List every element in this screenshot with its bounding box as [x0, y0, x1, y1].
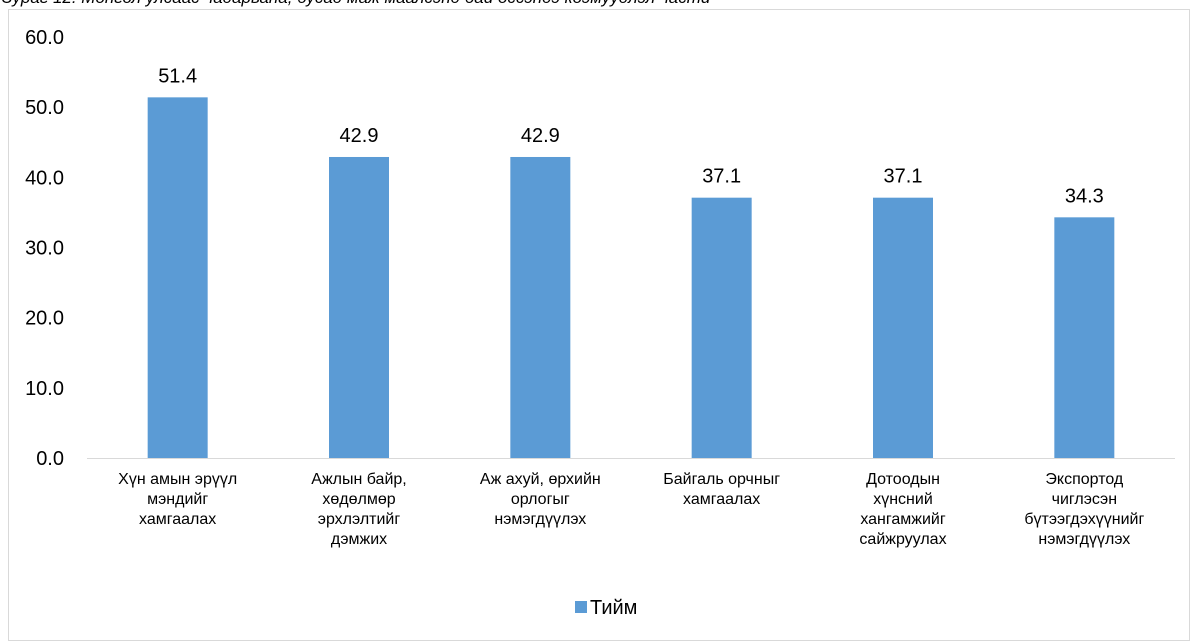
x-category-label-line: Хүн амын эрүүл: [118, 471, 237, 488]
x-category-label-line: сайжруулах: [859, 531, 946, 548]
x-category-label-line: хөдөлмөр: [322, 491, 395, 508]
y-tick-label: 10.0: [25, 378, 64, 400]
x-category-label-line: мэндийг: [147, 491, 208, 508]
data-label: 37.1: [884, 166, 923, 188]
x-category-label-line: нэмэгдүүлэх: [1038, 531, 1130, 548]
x-category-label-line: дэмжих: [331, 531, 387, 548]
y-tick-label: 20.0: [25, 308, 64, 330]
data-label: 42.9: [521, 125, 560, 147]
bar: [691, 197, 752, 458]
x-category-label-line: хангамжийг: [860, 511, 946, 528]
x-category-label-line: хамгаалах: [139, 511, 216, 528]
legend-label: Тийм: [590, 597, 637, 619]
x-category-label-line: орлогыг: [511, 491, 570, 508]
x-category-label-line: хүнсний: [873, 491, 933, 508]
x-category-label-line: Ажлын байр,: [311, 471, 406, 488]
x-category-label: Аж ахуй, өрхийн орлогыг нэмэгдүүлэх: [480, 471, 601, 528]
x-category-label-line: эрхлэлтийг: [318, 511, 401, 528]
x-category-label: Экспортод чиглэсэн бүтээгдэхүүнийг нэмэгдүү…: [1024, 471, 1144, 548]
x-category-label-line: Экспортод: [1045, 471, 1123, 488]
data-label: 37.1: [702, 166, 741, 188]
x-category-label-line: хамгаалах: [683, 491, 760, 508]
x-category-label: Ажлын байр, хөдөлмөр эрхлэлтийг дэмжих: [311, 471, 406, 548]
data-label: 51.4: [158, 65, 197, 87]
x-category-label-line: Аж ахуй, өрхийн: [480, 471, 601, 488]
x-category-label: Байгаль орчныг хамгаалах: [663, 471, 780, 508]
x-category-label: Дотоодын хүнсний хангамжийг сайжруулах: [859, 471, 946, 548]
x-category-label-line: Дотоодын: [866, 471, 940, 488]
x-category-label-line: бүтээгдэхүүнийг: [1024, 511, 1144, 528]
y-tick-label: 0.0: [36, 448, 64, 470]
y-tick-label: 50.0: [25, 97, 64, 119]
bar: [329, 156, 389, 459]
data-label: 42.9: [340, 125, 379, 147]
data-label: 34.3: [1065, 185, 1104, 207]
y-tick-label: 60.0: [25, 27, 64, 49]
bar: [873, 197, 933, 458]
bar: [510, 156, 571, 459]
chart-area: [8, 9, 1190, 641]
chart-caption: Зураг 12. Монгол улсаас чадарвана, бусад…: [2, 0, 1192, 8]
bar: [1054, 217, 1115, 458]
x-category-label-line: Байгаль орчныг: [663, 471, 780, 488]
x-category-label-line: нэмэгдүүлэх: [494, 511, 586, 528]
x-category-label: Хүн амын эрүүл мэндийг хамгаалах: [118, 471, 237, 528]
bar: [147, 97, 208, 459]
x-category-label-line: чиглэсэн: [1052, 491, 1117, 508]
y-tick-label: 40.0: [25, 167, 64, 189]
y-tick-label: 30.0: [25, 238, 64, 260]
legend-swatch: [575, 601, 587, 613]
